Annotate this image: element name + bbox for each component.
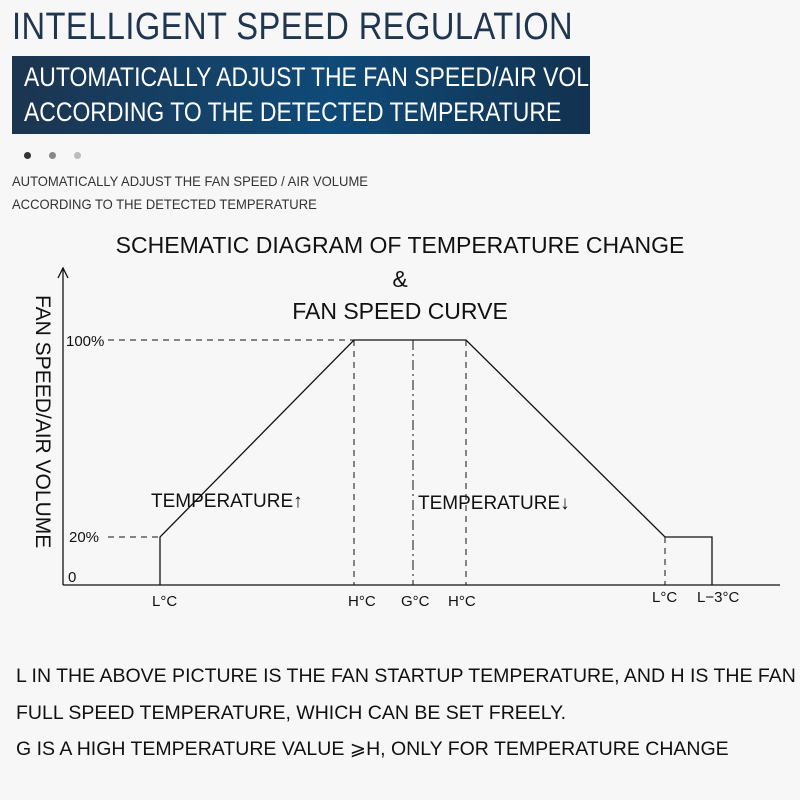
banner-line-1: AUTOMATICALLY ADJUST THE FAN SPEED/AIR V… [24,62,590,92]
footer-line-2: FULL SPEED TEMPERATURE, WHICH CAN BE SET… [16,702,567,724]
falling-temperature-label: TEMPERATURE↓ [418,493,570,514]
footer-line-1: L IN THE ABOVE PICTURE IS THE FAN STARTU… [16,665,796,687]
x-tick-l: L°C [152,593,177,610]
y-tick-100: 100% [66,333,104,350]
banner-line-2: ACCORDING TO THE DETECTED TEMPERATURE [24,97,562,127]
x-tick-g: G°C [401,593,430,610]
arrow-down-icon: ↓ [560,493,570,514]
subtitle-line-1: AUTOMATICALLY ADJUST THE FAN SPEED / AIR… [12,173,368,189]
x-tick-l2: L°C [652,589,677,606]
x-tick-h1: H°C [348,593,376,610]
arrow-up-icon: ↑ [293,491,303,512]
y-tick-20: 20% [69,529,99,546]
diagram-title-line-3: FAN SPEED CURVE [292,298,508,324]
x-tick-h2: H°C [448,593,476,610]
y-axis-arrow [57,266,69,279]
header-banner: AUTOMATICALLY ADJUST THE FAN SPEED/AIR V… [12,56,590,134]
footer-line-3: G IS A HIGH TEMPERATURE VALUE ⩾H, ONLY F… [16,738,729,760]
y-tick-0: 0 [68,569,76,586]
carousel-dot-2[interactable] [49,152,56,159]
fan-speed-curve [159,339,713,585]
x-tick-l-minus-3: L−3°C [697,589,739,606]
rising-temperature-label: TEMPERATURE↑ [151,491,303,512]
carousel-dot-3[interactable] [74,152,81,159]
page-title: INTELLIGENT SPEED REGULATION [12,6,574,48]
subtitle-line-2: ACCORDING TO THE DETECTED TEMPERATURE [12,196,317,212]
diagram-title-ampersand: & [392,266,408,292]
diagram-title-line-1: SCHEMATIC DIAGRAM OF TEMPERATURE CHANGE [115,232,685,258]
carousel-dot-1[interactable] [24,152,31,159]
